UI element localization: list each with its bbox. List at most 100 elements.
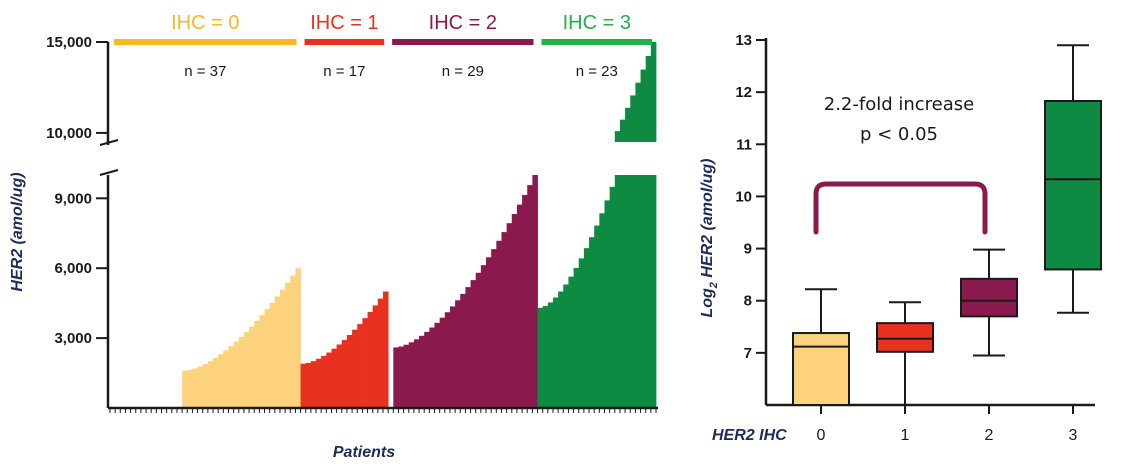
group-label-3: IHC = 3 <box>563 12 631 34</box>
left-x-axis-title: Patients <box>333 444 395 461</box>
box-body-1 <box>876 322 934 353</box>
bar-group-2-patient-16 <box>475 272 482 408</box>
group-header-bar-0 <box>114 39 297 45</box>
group-n-3: n = 23 <box>576 63 618 80</box>
bar-group-0-patient-10 <box>233 341 240 408</box>
bar-group-0-patient-1 <box>187 369 193 408</box>
bar-group-0-patient-2 <box>192 368 198 408</box>
bar-group-2-patient-5 <box>419 335 425 408</box>
waterfall-chart: 3,000 6,000 9,000 10,000 15,000 IHC = 0 n = 3… <box>9 12 658 461</box>
bar-group-2-patient-7 <box>429 327 435 408</box>
bar-group-0-patient-19 <box>279 289 286 408</box>
bar-group-3-patient-2 <box>547 302 554 408</box>
bar-group-2-patient-3 <box>408 342 415 408</box>
bar-group-3-patient-14 <box>609 186 616 408</box>
group-headers: IHC = 0 n = 37 IHC = 1 n = 17 IHC = 2 n = 29 I… <box>114 12 652 80</box>
bar-group-1-patient-13 <box>367 311 374 408</box>
bar-group-3-patient-3 <box>552 297 559 408</box>
bar-group-3-patient-21-lower <box>645 175 652 408</box>
bar-group-2-patient-17 <box>480 265 487 408</box>
bar-group-0-patient-9 <box>228 346 235 408</box>
bar-group-3-patient-19-lower <box>635 175 641 408</box>
bar-group-2-patient-27 <box>532 175 538 408</box>
box-3 <box>1044 44 1102 314</box>
bar-group-3-patient-4 <box>558 291 564 408</box>
bar-group-3-patient-7 <box>573 267 580 408</box>
right-tick-label-1: 8 <box>744 293 752 310</box>
ylabel-suffix: HER2 (amol/ug) <box>699 158 716 282</box>
bar-group-3-patient-6 <box>568 276 574 408</box>
bar-group-2-patient-19 <box>491 249 497 408</box>
box-series <box>792 44 1102 406</box>
box-body-0 <box>792 332 850 406</box>
bar-group-3-patient-0 <box>537 307 544 408</box>
group-n-2: n = 29 <box>442 63 484 80</box>
bar-group-3-patient-21-upper <box>645 55 652 143</box>
bar-group-3-patient-17-lower <box>625 175 631 408</box>
bar-group-3-patient-20-upper <box>640 69 647 142</box>
left-y-axis <box>99 42 119 408</box>
bar-group-3-patient-22-upper <box>650 42 657 142</box>
right-tick-label-3: 10 <box>735 188 752 205</box>
bar-group-1-patient-8 <box>341 339 348 408</box>
bar-group-1-patient-9 <box>346 334 353 408</box>
bar-group-0-patient-6 <box>213 357 219 408</box>
lower-tick-label-1: 6,000 <box>54 260 92 277</box>
bar-group-1-patient-1 <box>305 362 312 408</box>
bar-group-2-patient-2 <box>403 344 410 408</box>
bar-group-2-patient-4 <box>413 339 420 408</box>
bar-group-3-patient-10 <box>589 237 595 408</box>
bar-group-2-patient-9 <box>439 317 446 408</box>
bar-group-1-patient-11 <box>357 324 363 408</box>
bar-group-2-patient-24 <box>516 204 523 408</box>
bar-group-1-patient-12 <box>362 318 368 408</box>
group-n-0: n = 37 <box>184 63 226 80</box>
bar-group-1-patient-6 <box>331 348 338 408</box>
bar-group-1-patient-15 <box>377 298 384 408</box>
bar-group-3-patient-8 <box>578 258 585 408</box>
left-y-axis-title: HER2 (amol/ug) <box>9 172 26 291</box>
bar-group-0-patient-7 <box>218 354 224 408</box>
bar-group-2-patient-23 <box>511 214 518 408</box>
bar-group-0-patient-0 <box>182 370 188 408</box>
bar-group-0-patient-12 <box>243 331 250 408</box>
bar-group-3-patient-16-lower <box>619 175 626 408</box>
bar-group-1-patient-5 <box>326 352 332 408</box>
box-1 <box>876 301 934 405</box>
bar-group-1-patient-0 <box>300 363 307 408</box>
bar-group-0-patient-20 <box>285 282 291 408</box>
bar-group-3-patient-15-upper <box>614 131 621 142</box>
upper-tick-label-0: 10,000 <box>46 125 92 142</box>
annotation-p-value: p < 0.05 <box>860 124 938 145</box>
bar-group-2-patient-20 <box>496 240 502 408</box>
bar-group-0-patient-16 <box>264 309 271 408</box>
bar-group-2-patient-12 <box>455 300 461 408</box>
bar-group-3-patient-13 <box>604 200 611 408</box>
bar-group-0-patient-17 <box>269 302 276 408</box>
bar-group-3-patient-18-upper <box>630 95 636 142</box>
box-body-2 <box>960 277 1018 318</box>
bar-group-1-patient-14 <box>372 305 379 408</box>
bar-group-2-patient-26 <box>527 185 533 408</box>
bar-group-2-patient-25 <box>522 194 528 408</box>
bar-group-3-patient-22-lower <box>650 175 657 408</box>
right-tick-label-5: 12 <box>735 84 752 101</box>
x-tick-label-1: 1 <box>901 427 910 444</box>
box-2 <box>960 248 1018 357</box>
bar-group-1-patient-16 <box>383 291 389 408</box>
group-label-1: IHC = 1 <box>310 12 378 34</box>
bar-group-3-patient-20-lower <box>640 175 647 408</box>
group-header-bar-1 <box>304 39 385 45</box>
ylabel-subscript: 2 <box>708 282 720 289</box>
bar-group-2-patient-10 <box>444 312 451 408</box>
bar-group-0-patient-15 <box>259 315 265 408</box>
right-x-axis-title: HER2 IHC <box>712 427 787 444</box>
right-tick-label-2: 9 <box>744 241 752 258</box>
axis-break-mark <box>99 169 119 176</box>
bar-group-2-patient-14 <box>465 287 471 408</box>
box-body-3 <box>1044 100 1102 271</box>
right-y-ticks: 7 8 9 10 11 12 13 <box>735 32 766 362</box>
bar-group-3-patient-18-lower <box>630 175 636 408</box>
